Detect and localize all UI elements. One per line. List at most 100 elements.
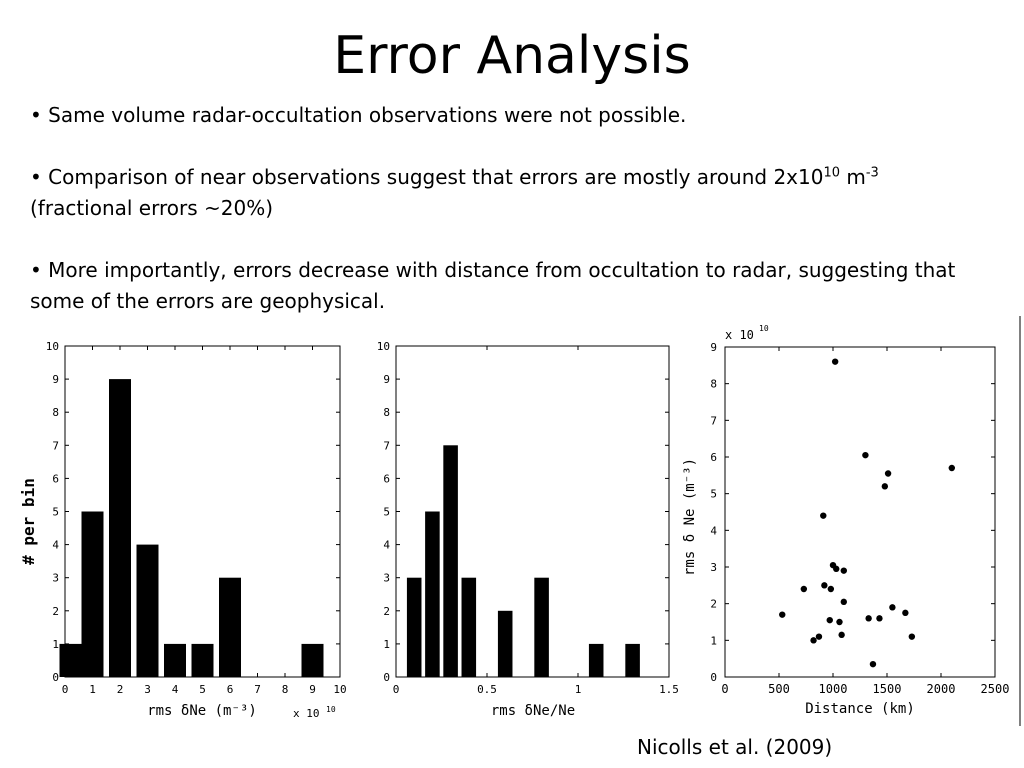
bullet-list: • Same volume radar-occultation observat…	[30, 100, 1000, 348]
scatter-point	[869, 660, 877, 668]
histogram-bar	[81, 511, 104, 677]
y-tick-label: 7	[383, 439, 390, 452]
x-axis-label: rms δNe (m⁻³)	[147, 703, 257, 719]
y-tick-label: 7	[52, 439, 59, 452]
x-tick-label: 8	[282, 683, 289, 696]
x-tick-label: 6	[227, 683, 234, 696]
y-tick-label: 3	[710, 561, 717, 574]
x-multiplier-exponent: 10	[326, 705, 336, 714]
y-tick-label: 8	[383, 406, 390, 419]
y-tick-label: 0	[52, 671, 59, 684]
x-tick-label: 5	[199, 683, 206, 696]
y-tick-label: 9	[52, 373, 59, 386]
x-tick-label: 2500	[981, 682, 1010, 696]
x-tick-label: 7	[254, 683, 261, 696]
slide-title: Error Analysis	[333, 26, 691, 86]
y-tick-label: 6	[710, 451, 717, 464]
y-tick-label: 1	[383, 638, 390, 651]
scatter-point	[838, 631, 845, 639]
histogram-bar	[497, 610, 513, 677]
scatter-point	[884, 470, 892, 477]
y-tick-label: 2	[710, 598, 717, 611]
scatter-point	[829, 561, 837, 569]
histogram-bar	[191, 643, 214, 677]
scatter-point	[810, 637, 817, 644]
y-tick-label: 9	[383, 373, 390, 386]
y-tick-label: 3	[52, 572, 59, 585]
histogram-bar	[219, 577, 241, 677]
scatter-point	[889, 604, 896, 611]
scatter-point	[876, 615, 883, 622]
scatter-point	[908, 633, 916, 640]
histogram-bar	[136, 544, 159, 677]
scatter-point	[820, 512, 827, 519]
x-tick-label: 1500	[873, 682, 902, 696]
scatter-point	[826, 616, 833, 624]
x-tick-label: 0.5	[477, 683, 497, 696]
y-tick-label: 8	[52, 406, 59, 419]
y-tick-label: 4	[710, 524, 717, 537]
histogram-bar	[59, 643, 82, 677]
y-tick-label: 8	[710, 378, 717, 391]
x-tick-label: 1.5	[659, 683, 679, 696]
scatter-point	[862, 451, 869, 459]
histogram-bar	[301, 643, 324, 677]
x-tick-label: 1	[575, 683, 582, 696]
y-tick-label: 5	[52, 506, 59, 519]
bullet-superscript: 10	[823, 165, 841, 181]
x-tick-label: 2	[117, 683, 124, 696]
x-tick-label: 1000	[819, 682, 848, 696]
bullet-text: (fractional errors ~20%)	[30, 196, 274, 220]
bullet-item: • More importantly, errors decrease with…	[30, 255, 1000, 317]
x-tick-label: 4	[172, 683, 179, 696]
x-axis-label: Distance (km)	[805, 701, 915, 717]
scatter-point	[840, 598, 847, 606]
scatter-point	[827, 585, 835, 593]
bullet-text: Same volume radar-occultation observatio…	[48, 103, 687, 127]
y-tick-label: 7	[710, 414, 717, 427]
x-tick-label: 0	[721, 682, 728, 696]
y-tick-label: 2	[383, 605, 390, 618]
plot-frame	[724, 346, 996, 678]
scatter-point	[902, 609, 909, 617]
x-tick-label: 0	[62, 683, 69, 696]
y-tick-label: 0	[383, 671, 390, 684]
x-tick-label: 500	[768, 682, 790, 696]
scatter-point	[821, 582, 828, 589]
y-tick-label: 3	[383, 572, 390, 585]
x-tick-label: 3	[144, 683, 151, 696]
y-tick-label: 6	[52, 472, 59, 485]
histogram-bar	[164, 643, 186, 677]
y-tick-label: 6	[383, 472, 390, 485]
bullet-text: m	[840, 165, 866, 189]
bullet-item: • Comparison of near observations sugges…	[30, 162, 1000, 224]
y-tick-label: 1	[710, 634, 717, 647]
scatter-point	[833, 565, 840, 573]
scatter-point	[836, 618, 843, 626]
y-axis-label: # per bin	[19, 478, 38, 565]
histogram-bar	[443, 445, 458, 677]
histogram-bar	[588, 643, 604, 677]
histogram-bar	[625, 643, 640, 677]
scatter-point	[779, 611, 786, 618]
x-tick-label: 9	[309, 683, 316, 696]
bullet-marker: •	[30, 103, 42, 127]
y-axis-label: rms δ Ne (m⁻³)	[682, 458, 698, 576]
y-tick-label: 1	[52, 638, 59, 651]
histogram-bar	[109, 379, 131, 677]
bullet-marker: •	[30, 165, 42, 189]
bullet-item: • Same volume radar-occultation observat…	[30, 100, 1000, 131]
y-tick-label: 4	[383, 539, 390, 552]
bullet-superscript: -3	[865, 165, 879, 181]
plot-frame	[395, 345, 670, 678]
scatter-point	[831, 358, 839, 365]
histogram-bar	[406, 577, 422, 677]
x-multiplier: x 10	[293, 707, 320, 720]
scatter-point	[881, 483, 889, 490]
histogram-bar	[425, 511, 440, 677]
scatter-point	[948, 464, 955, 472]
y-tick-label: 5	[710, 488, 717, 501]
plot-frame	[64, 345, 341, 678]
scatter-point	[800, 585, 808, 593]
scatter-point	[840, 567, 847, 574]
